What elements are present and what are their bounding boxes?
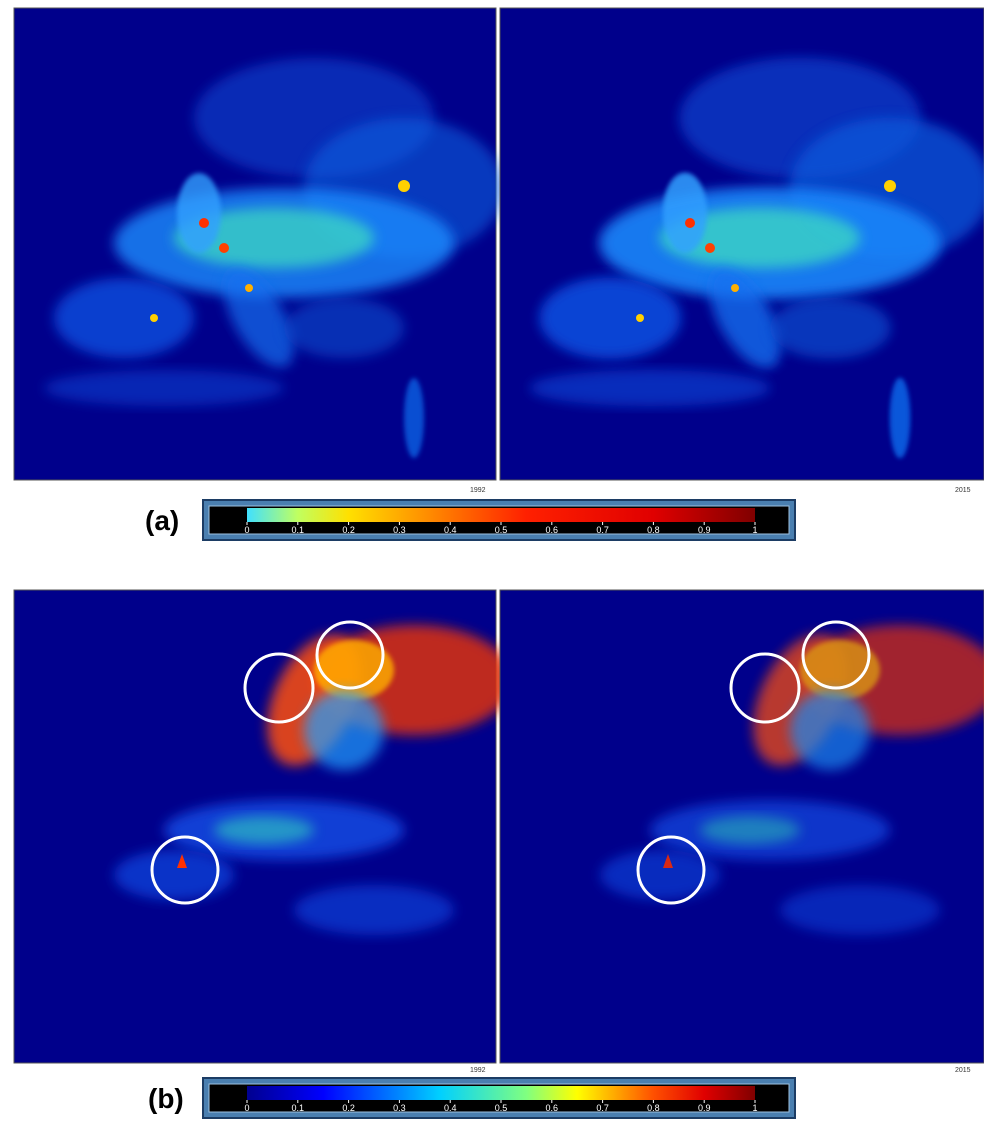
colorbar-tick-label: 0.3 — [393, 1103, 406, 1113]
panel-label: (a) — [145, 505, 179, 536]
colorbar-tick-label: 0.3 — [393, 525, 406, 535]
map-a-2015 — [500, 8, 984, 480]
year-label: 2015 — [955, 1067, 971, 1074]
year-label: 1992 — [470, 487, 486, 494]
colorbar-gradient — [247, 1086, 755, 1100]
year-label: 2015 — [955, 487, 971, 494]
colorbar-tick-label: 0.9 — [698, 525, 711, 535]
colorbar-tick-label: 0.8 — [647, 1103, 660, 1113]
page: 1992 2015 (a) 1992 2015 (b) 0 0.1 0.2 0.3 0.… — [0, 0, 984, 1120]
colorbar-tick-label: 0.5 — [495, 525, 508, 535]
panel-label: (b) — [148, 1083, 184, 1114]
colorbar-tick-label: 0.9 — [698, 1103, 711, 1113]
colorbar-tick-label: 0.1 — [292, 525, 305, 535]
colorbar-tick-label: 0.1 — [292, 1103, 305, 1113]
colorbar-tick-label: 0.5 — [495, 1103, 508, 1113]
colorbar-tick-label: 0 — [244, 525, 249, 535]
colorbar-tick-label: 0.6 — [546, 1103, 559, 1113]
colorbar-tick-label: 1 — [752, 1103, 757, 1113]
map-b-1992 — [14, 590, 514, 1063]
colorbar-tick-label: 1 — [752, 525, 757, 535]
map-b-2015 — [500, 590, 984, 1063]
colorbar-gradient — [247, 508, 755, 522]
colorbar-tick-label: 0.2 — [342, 525, 355, 535]
figure: 1992 2015 (a) 1992 2015 (b) 0 0.1 0.2 0.3 0.… — [0, 0, 984, 1120]
colorbar-tick-label: 0.4 — [444, 525, 457, 535]
map-a-1992 — [14, 8, 504, 480]
colorbar-tick-label: 0.6 — [546, 525, 559, 535]
colorbar-tick-label: 0.4 — [444, 1103, 457, 1113]
colorbar-tick-label: 0.2 — [342, 1103, 355, 1113]
year-label: 1992 — [470, 1067, 486, 1074]
colorbar-tick-label: 0 — [244, 1103, 249, 1113]
colorbar-tick-label: 0.7 — [596, 525, 609, 535]
colorbar-tick-label: 0.8 — [647, 525, 660, 535]
colorbar-tick-label: 0.7 — [596, 1103, 609, 1113]
